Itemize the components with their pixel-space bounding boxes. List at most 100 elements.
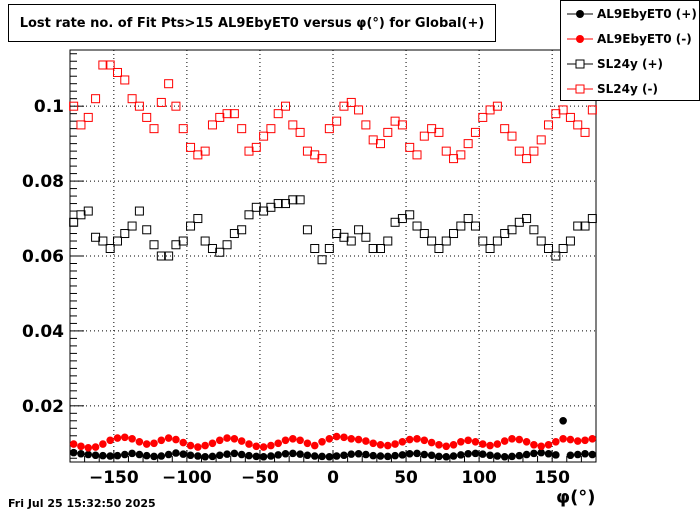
data-point	[281, 436, 290, 445]
data-point	[273, 199, 283, 209]
data-point	[164, 79, 174, 89]
data-point	[332, 432, 341, 441]
data-point	[120, 450, 129, 459]
data-point	[391, 440, 399, 448]
data-point	[69, 101, 79, 111]
data-point	[493, 440, 502, 448]
data-point	[149, 240, 159, 250]
data-point	[295, 127, 305, 137]
data-point	[273, 109, 283, 119]
data-point	[222, 240, 232, 250]
data-point	[186, 221, 196, 231]
data-point	[156, 251, 166, 261]
data-point	[84, 450, 93, 459]
data-point	[83, 112, 93, 122]
timestamp: Fri Jul 25 15:32:50 2025	[8, 497, 156, 510]
data-point	[486, 441, 494, 450]
data-point	[478, 450, 487, 458]
data-point	[514, 146, 524, 156]
data-point	[281, 449, 290, 458]
data-point	[463, 139, 473, 149]
data-point	[302, 225, 312, 235]
data-point	[318, 437, 326, 446]
data-point	[128, 449, 136, 458]
data-point	[186, 441, 195, 450]
data-point	[588, 450, 597, 459]
data-point	[295, 195, 305, 205]
data-point	[164, 251, 174, 261]
legend-marker-black-square	[567, 59, 593, 69]
data-point	[362, 437, 370, 445]
legend: AL9EbyET0 (+) AL9EbyET0 (-) SL24y (+) SL…	[560, 0, 700, 101]
data-point	[99, 451, 107, 460]
data-point	[317, 255, 327, 265]
data-point	[376, 440, 385, 449]
chart-title-text: Lost rate no. of Fit Pts>15 AL9EbyET0 ve…	[19, 15, 485, 31]
data-point	[588, 434, 597, 443]
data-point	[427, 438, 436, 447]
y-tick-label: 0.06	[22, 247, 64, 267]
data-point	[267, 452, 275, 460]
y-tick-label: 0.08	[22, 172, 64, 192]
data-point	[252, 442, 261, 451]
data-point	[419, 131, 429, 141]
data-point	[486, 451, 494, 460]
data-point	[142, 225, 152, 235]
data-point	[354, 435, 363, 444]
data-point	[237, 124, 247, 134]
data-point	[324, 124, 334, 134]
data-point	[332, 116, 342, 126]
data-point	[120, 229, 130, 239]
data-point	[281, 101, 291, 111]
axis-tick-labels: −150 −100 −50 0 50 100 150 0.02 0.04 0.06 0.08 0.1	[22, 97, 570, 488]
data-point	[186, 451, 195, 460]
data-point	[529, 225, 539, 235]
data-point	[361, 120, 371, 130]
data-point	[200, 236, 210, 246]
data-point	[179, 450, 188, 458]
data-point	[383, 441, 392, 450]
data-point	[150, 452, 158, 461]
data-point	[412, 150, 422, 160]
data-point	[288, 195, 298, 205]
data-point	[127, 221, 137, 231]
data-point	[259, 131, 269, 141]
data-point	[237, 450, 246, 459]
data-point	[112, 67, 122, 77]
data-point	[113, 451, 122, 460]
data-point	[229, 109, 239, 119]
data-point	[310, 452, 319, 460]
data-point	[493, 452, 502, 460]
data-point	[449, 229, 459, 239]
data-point	[354, 225, 364, 235]
data-point	[544, 120, 554, 130]
data-point	[134, 206, 144, 216]
data-point	[325, 434, 334, 443]
data-point	[171, 101, 181, 111]
data-point	[434, 244, 444, 254]
data-point	[573, 450, 582, 459]
data-point	[573, 221, 583, 231]
data-point	[478, 112, 488, 122]
data-point	[580, 127, 590, 137]
data-point	[492, 101, 502, 111]
data-point	[324, 244, 334, 254]
data-point	[142, 112, 152, 122]
data-point	[105, 244, 115, 254]
data-point	[529, 146, 539, 156]
data-point	[83, 206, 93, 216]
data-point	[420, 450, 429, 459]
data-point	[522, 437, 531, 446]
data-point	[580, 221, 590, 231]
data-point	[449, 452, 458, 460]
data-point	[544, 449, 553, 458]
data-point	[391, 451, 399, 460]
data-point	[427, 236, 437, 246]
data-point	[354, 105, 364, 115]
data-point	[245, 451, 253, 460]
data-point	[69, 448, 78, 457]
data-point	[435, 452, 443, 461]
data-point	[413, 449, 421, 458]
data-point	[500, 437, 509, 445]
data-point	[581, 449, 589, 458]
